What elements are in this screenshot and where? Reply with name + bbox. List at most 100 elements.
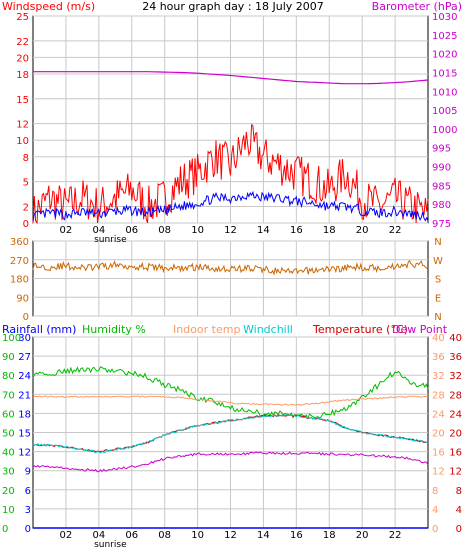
baro-y-tick: 985 — [432, 181, 451, 192]
compass-label: N — [434, 312, 441, 323]
x-tick-label: 22 — [389, 225, 402, 236]
x-tick-label: 02 — [60, 225, 73, 236]
x-tick-label: 18 — [323, 225, 336, 236]
humidity-y-tick: 40 — [2, 448, 15, 459]
indoor-temp-label: Indoor temp — [173, 323, 240, 336]
baro-y-tick: 1020 — [432, 50, 457, 61]
compass-label: W — [433, 256, 443, 267]
temp-inner-y-tick: 32 — [432, 371, 445, 382]
temp-y-tick: 12 — [449, 467, 462, 478]
series-lines — [32, 71, 429, 529]
x-tick-label: 12 — [224, 530, 237, 541]
compass-label: N — [434, 237, 441, 248]
wind-y-tick: 10 — [16, 136, 29, 147]
humidity-y-tick: 60 — [2, 409, 15, 420]
humidity-y-tick: 100 — [2, 333, 21, 344]
temp-y-tick: 32 — [449, 371, 462, 382]
humidity-y-tick: 50 — [2, 429, 15, 440]
rain-y-tick: 6 — [25, 486, 31, 497]
dew-point-label: Dew Point — [392, 323, 448, 336]
temp-y-tick: 36 — [449, 352, 462, 363]
wind-y-tick: 12 — [16, 120, 29, 131]
temp-inner-y-tick: 40 — [432, 333, 445, 344]
temp-y-tick: 16 — [449, 448, 462, 459]
wind-y-tick: 18 — [16, 70, 29, 81]
x-tick-label: 20 — [356, 530, 369, 541]
humidity-y-tick: 30 — [2, 467, 15, 478]
x-tick-label: 06 — [125, 225, 138, 236]
rain-y-tick: 30 — [18, 333, 31, 344]
temp-inner-y-tick: 28 — [432, 390, 445, 401]
temp-y-tick: 20 — [449, 429, 462, 440]
graph-title: 24 hour graph day : 18 July 2007 — [142, 0, 324, 13]
rain-y-tick: 0 — [25, 524, 31, 535]
wind-y-tick: 8 — [23, 153, 29, 164]
humidity-y-tick: 10 — [2, 505, 15, 516]
x-tick-label: 20 — [356, 225, 369, 236]
wind-y-tick: 2 — [23, 202, 29, 213]
wind-y-tick: 25 — [16, 12, 29, 23]
x-tick-label: 18 — [323, 530, 336, 541]
temp-inner-y-tick: 24 — [432, 409, 445, 420]
x-tick-label: 16 — [290, 530, 303, 541]
baro-y-tick: 1015 — [432, 68, 457, 79]
compass-label: S — [435, 275, 441, 286]
temp-inner-y-tick: 0 — [432, 524, 438, 535]
windspeed-axis-label: Windspeed (m/s) — [2, 0, 95, 13]
rain-y-tick: 12 — [18, 448, 31, 459]
wind-y-tick: 22 — [16, 37, 29, 48]
x-tick-label: 08 — [158, 530, 171, 541]
windchill-line — [32, 414, 429, 454]
temp-inner-y-tick: 36 — [432, 352, 445, 363]
wind-y-tick: 5 — [23, 178, 29, 189]
temp-y-tick: 28 — [449, 390, 462, 401]
x-tick-label: 06 — [125, 530, 138, 541]
wind-direction-line — [32, 259, 429, 276]
x-tick-label: 10 — [191, 530, 204, 541]
x-tick-label: 04 — [92, 225, 105, 236]
baro-y-tick: 995 — [432, 144, 451, 155]
barometer-axis-label: Barometer (hPa) — [372, 0, 462, 13]
humidity-y-tick: 70 — [2, 390, 15, 401]
temp-y-tick: 0 — [456, 524, 462, 535]
temp-y-tick: 4 — [456, 505, 462, 516]
temp-y-tick: 40 — [449, 333, 462, 344]
temp-inner-y-tick: 20 — [432, 429, 445, 440]
humidity-y-tick: 90 — [2, 352, 15, 363]
rain-y-tick: 21 — [18, 390, 31, 401]
direction-y-tick: 180 — [10, 275, 29, 286]
x-tick-label: 16 — [290, 225, 303, 236]
x-tick-label: 22 — [389, 530, 402, 541]
windchill-label: Windchill — [243, 323, 293, 336]
compass-label: E — [435, 293, 441, 304]
temp-inner-y-tick: 8 — [432, 486, 438, 497]
rain-y-tick: 15 — [18, 429, 31, 440]
rain-y-tick: 3 — [25, 505, 31, 516]
baro-y-tick: 1000 — [432, 125, 457, 136]
humidity-label: Humidity % — [82, 323, 146, 336]
humidity-line — [32, 366, 429, 420]
x-tick-label: 08 — [158, 225, 171, 236]
wind-average-line — [32, 190, 429, 222]
x-tick-label: 10 — [191, 225, 204, 236]
temperature-label: Temperature (°C) — [312, 323, 408, 336]
direction-y-tick: 360 — [10, 237, 29, 248]
temp-y-tick: 8 — [456, 486, 462, 497]
x-tick-label: 14 — [257, 225, 270, 236]
wind-y-tick: 20 — [16, 53, 29, 64]
baro-y-tick: 1010 — [432, 87, 457, 98]
x-tick-label: 12 — [224, 225, 237, 236]
baro-y-tick: 975 — [432, 219, 451, 230]
temp-y-tick: 24 — [449, 409, 462, 420]
rain-y-tick: 9 — [25, 467, 31, 478]
sunrise-label: sunrise — [94, 540, 127, 550]
wind-y-tick: 15 — [16, 95, 29, 106]
baro-y-tick: 1025 — [432, 31, 457, 42]
x-tick-label: 04 — [92, 530, 105, 541]
baro-y-tick: 990 — [432, 163, 451, 174]
windspeed-line — [32, 123, 429, 225]
x-tick-label: 14 — [257, 530, 270, 541]
temp-inner-y-tick: 4 — [432, 505, 438, 516]
